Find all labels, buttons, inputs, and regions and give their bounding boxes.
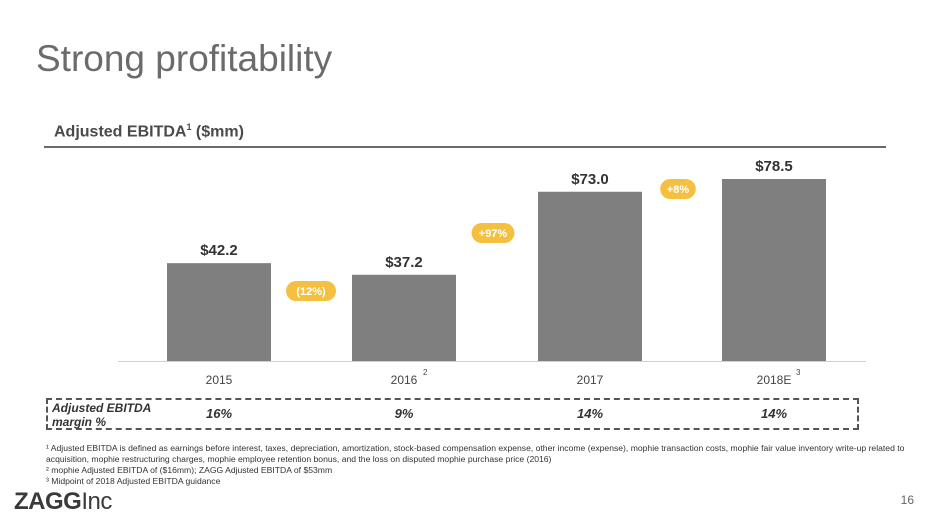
- margin-value-2015: 16%: [205, 406, 233, 421]
- bar-2015: [167, 263, 271, 361]
- subtitle-unit: ($mm): [191, 123, 244, 141]
- value-label-2016: $37.2: [385, 254, 423, 271]
- margin-label-line1: Adjusted EBITDA: [52, 401, 152, 415]
- growth-badge-label-3: +8%: [667, 184, 690, 196]
- growth-badge-3: [660, 179, 696, 199]
- tick-footnote-ref-2018e: 3: [796, 368, 801, 377]
- margin-row-box: [46, 398, 859, 430]
- growth-badge-label-1: (12%): [296, 286, 326, 298]
- subtitle-main: Adjusted EBITDA: [54, 123, 187, 141]
- footnote-1: ¹ Adjusted EBITDA is defined as earnings…: [46, 443, 905, 464]
- bar-2016: [352, 274, 456, 361]
- logo-light: Inc: [81, 488, 112, 515]
- value-label-2015: $42.2: [200, 242, 238, 259]
- margin-value-2016: 9%: [394, 406, 414, 421]
- bar-2018e: [722, 179, 826, 361]
- subtitle-footnote-ref: 1: [186, 122, 192, 132]
- value-label-2017: $73.0: [571, 171, 609, 188]
- footnote-3: ³ Midpoint of 2018 Adjusted EBITDA guida…: [46, 476, 221, 486]
- chart-subtitle: Adjusted EBITDA1 ($mm): [54, 122, 244, 141]
- bar-2017: [538, 191, 642, 361]
- value-label-2018e: $78.5: [755, 158, 793, 175]
- company-logo: ZAGGInc: [14, 488, 112, 516]
- growth-badge-1: [286, 281, 336, 301]
- tick-label-2015: 2015: [206, 373, 233, 387]
- margin-value-2018e: 14%: [760, 406, 788, 421]
- ebitda-bar-chart: $42.2 2015 $37.2 2016 2 $73.0 2017 $78.5 2018E 3 (…: [118, 158, 866, 387]
- tick-footnote-ref-2016: 2: [423, 368, 428, 377]
- margin-row-label: Adjusted EBITDA margin %: [52, 401, 151, 429]
- tick-label-2017: 2017: [577, 373, 604, 387]
- growth-badge-label-2: +97%: [479, 228, 508, 240]
- page-title: Strong profitability: [36, 38, 333, 79]
- margin-label-line2: margin %: [52, 415, 107, 429]
- logo-bold: ZAGG: [14, 488, 82, 515]
- divider-rule: [44, 146, 886, 148]
- tick-label-2016: 2016: [391, 373, 418, 387]
- tick-label-2018e: 2018E: [757, 373, 792, 387]
- footnote-2: ² mophie Adjusted EBITDA of ($16mm); ZAG…: [46, 465, 333, 475]
- footnotes: ¹ Adjusted EBITDA is defined as earnings…: [46, 443, 916, 487]
- growth-badge-2: [471, 223, 515, 243]
- margin-value-2017: 14%: [576, 406, 604, 421]
- page-number: 16: [900, 493, 914, 507]
